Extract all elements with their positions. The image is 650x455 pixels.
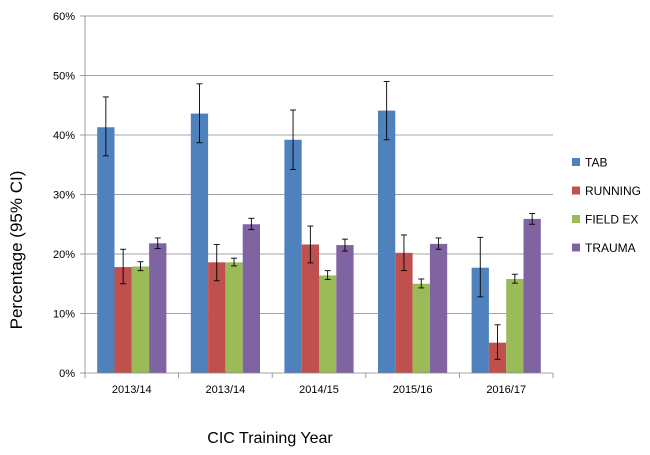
legend-label: TAB <box>585 156 607 170</box>
bar-trauma <box>523 218 541 373</box>
legend-swatch <box>572 158 580 166</box>
bar-trauma <box>149 243 167 373</box>
bar-running <box>114 267 132 373</box>
legend-swatch <box>572 186 580 195</box>
legend-label: TRAUMA <box>585 241 636 255</box>
legend: TAB RUNNING FIELD EX TRAUMA <box>572 156 641 255</box>
y-tick-label: 20% <box>53 249 75 261</box>
error-bars <box>102 80 536 360</box>
bar-field-ex <box>506 278 524 373</box>
x-tick-label: 2016/17 <box>486 384 526 396</box>
axes: 0% 10% 20% 30% 40% 50% 60% 2013/14 2013/14 2014/1… <box>53 11 554 396</box>
bar-trauma <box>429 243 448 373</box>
bar-trauma <box>336 245 354 373</box>
legend-label: FIELD EX <box>585 213 638 227</box>
x-tick-label: 2015/16 <box>393 384 433 396</box>
bar-running <box>208 262 226 373</box>
bar-tab <box>97 127 115 373</box>
y-tick-label: 0% <box>59 368 75 380</box>
bar-tab <box>471 267 489 373</box>
bar-running <box>395 252 413 373</box>
x-tick-label: 2013/14 <box>206 384 246 396</box>
y-tick-label: 30% <box>53 190 75 202</box>
bars <box>97 110 541 373</box>
bar-field-ex <box>225 262 243 373</box>
y-tick-label: 40% <box>53 130 75 142</box>
x-tick-label: 2013/14 <box>112 384 152 396</box>
bar-running <box>301 244 319 373</box>
legend-swatch <box>572 243 580 252</box>
legend-swatch <box>572 215 580 223</box>
bar-field-ex <box>412 283 430 373</box>
bar-trauma <box>242 224 260 373</box>
legend-label: RUNNING <box>585 184 641 198</box>
y-tick-label: 60% <box>53 11 75 23</box>
bar-tab <box>284 139 302 373</box>
bar-tab <box>378 110 396 373</box>
y-axis-label: Percentage (95% CI) <box>7 171 26 330</box>
bar-tab <box>190 113 209 373</box>
x-tick-label: 2014/15 <box>299 384 339 396</box>
bar-field-ex <box>131 266 150 373</box>
y-tick-label: 10% <box>53 309 75 321</box>
y-tick-label: 50% <box>53 71 75 83</box>
x-axis-label: CIC Training Year <box>207 430 333 447</box>
bar-field-ex <box>319 275 337 373</box>
